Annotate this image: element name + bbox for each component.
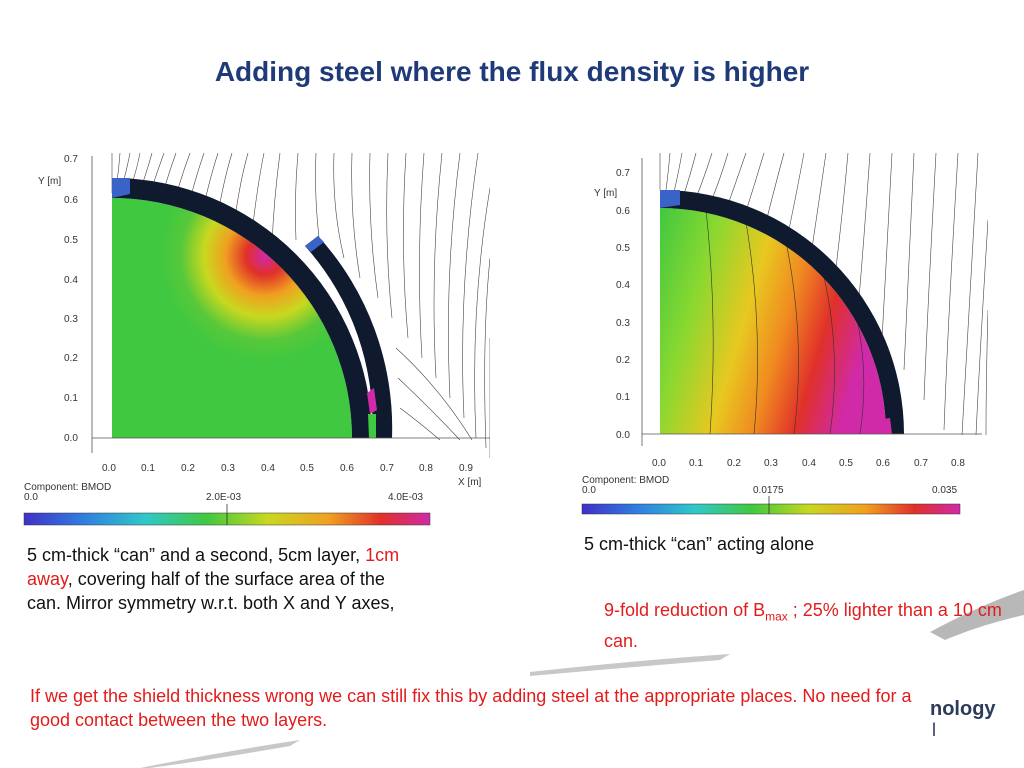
left-caption: 5 cm-thick “can” and a second, 5cm layer… [27,543,407,615]
left-y-tick: 0.4 [64,275,78,286]
right-y-tick: 0.0 [616,430,630,441]
left-x-tick: 0.2 [181,463,195,474]
right-field-plot: 0.7 0.6 0.5 0.4 0.3 0.2 0.1 0.0 Y [m] 0.… [581,152,988,515]
right-y-tick: 0.2 [616,355,630,366]
right-caption: 5 cm-thick “can” acting alone [584,534,815,554]
left-field-plot: 0.7 0.6 0.5 0.4 0.3 0.2 0.1 0.0 Y [m] 0.… [23,152,490,526]
right-y-tick: 0.4 [616,280,630,291]
left-x-tick: 0.1 [141,463,155,474]
left-x-tick: 0.3 [221,463,235,474]
right-x-tick: 0.0 [652,458,666,469]
logo-fragment: nology [930,698,996,720]
right-x-tick: 0.4 [802,458,816,469]
right-y-tick: 0.3 [616,318,630,329]
left-y-tick: 0.5 [64,235,78,246]
conclusion-note: If we get the shield thickness wrong we … [30,686,912,730]
right-x-tick: 0.8 [951,458,965,469]
right-scale-min: 0.0 [582,485,596,496]
logo-fragment-line2: l [932,720,936,740]
page-title: Adding steel where the flux density is h… [214,56,810,87]
left-caption-highlight: 1cm away [27,545,400,589]
right-y-tick: 0.6 [616,206,630,217]
right-x-tick: 0.2 [727,458,741,469]
left-y-tick: 0.0 [64,433,78,444]
right-y-tick: 0.7 [616,168,630,179]
right-y-tick: 0.1 [616,392,630,403]
left-y-tick: 0.2 [64,353,78,364]
right-color-scale [581,503,961,515]
remark-text: 9-fold reduction of B [604,600,766,620]
left-y-tick: 0.6 [64,195,78,206]
left-x-axis-label: X [m] [458,477,482,488]
right-scale-max: 0.035 [932,485,957,496]
left-scale-min: 0.0 [24,492,38,503]
left-x-tick: 0.8 [419,463,433,474]
right-x-tick: 0.6 [876,458,890,469]
left-x-tick: 0.4 [261,463,275,474]
left-x-tick: 0.9 [459,463,473,474]
left-x-tick: 0.0 [102,463,116,474]
left-scale-mid: 2.0E-03 [206,492,241,503]
left-caption-text-end: , covering half of the surface area of t… [27,569,395,613]
left-caption-text: 5 cm-thick “can” and a second, 5cm layer… [27,545,366,565]
left-x-tick: 0.5 [300,463,314,474]
left-component-label: Component: BMOD [24,482,111,493]
left-y-tick: 0.7 [64,154,78,165]
right-y-tick: 0.5 [616,243,630,254]
left-y-tick: 0.3 [64,314,78,325]
remark-subscript: max [765,609,788,624]
remark-text-end: ; 25% lighter than a 10 cm can. [604,600,1002,651]
right-scale-mid: 0.0175 [753,485,784,496]
right-x-tick: 0.7 [914,458,928,469]
left-x-tick: 0.6 [340,463,354,474]
right-component-label: Component: BMOD [582,475,669,486]
left-y-axis-label: Y [m] [38,176,61,187]
result-remark: 9-fold reduction of Bmax ; 25% lighter t… [604,598,1004,653]
right-x-tick: 0.1 [689,458,703,469]
right-x-tick: 0.5 [839,458,853,469]
left-x-tick: 0.7 [380,463,394,474]
right-y-axis-label: Y [m] [594,188,617,199]
left-y-tick: 0.1 [64,393,78,404]
right-x-tick: 0.3 [764,458,778,469]
left-scale-max: 4.0E-03 [388,492,423,503]
